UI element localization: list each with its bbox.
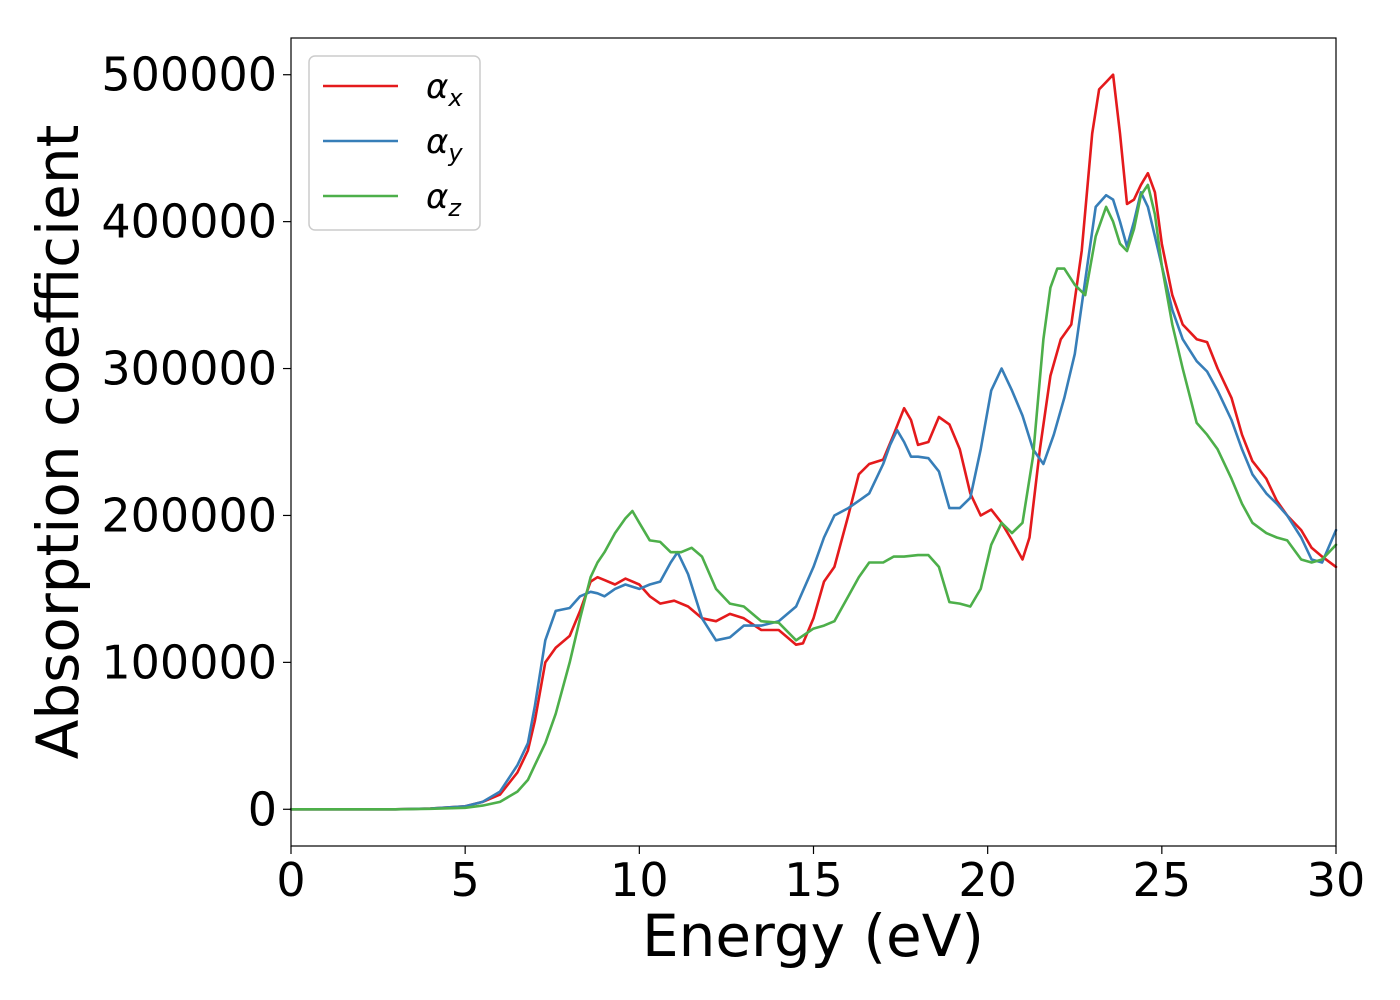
x-tick-label: 30 — [1307, 853, 1366, 907]
y-tick-label: 500000 — [101, 48, 277, 102]
legend-frame — [308, 55, 481, 231]
x-tick-label: 15 — [784, 853, 843, 907]
series-line-y — [289, 191, 1338, 811]
x-axis-ticks: 0 5 10 15 20 25 30 — [276, 846, 1365, 907]
legend-label-x: αx — [426, 67, 463, 112]
series-line-x — [289, 73, 1338, 811]
x-tick-label: 0 — [276, 853, 305, 907]
x-axis-label: Energy (eV) — [642, 902, 984, 970]
y-tick-label: 200000 — [101, 488, 277, 542]
series-line-z — [289, 183, 1338, 811]
y-axis-label: Absorption coefficient — [24, 125, 92, 760]
y-tick-label: 300000 — [101, 342, 277, 396]
legend: αx αy αz — [308, 55, 481, 231]
x-tick-label: 20 — [958, 853, 1017, 907]
y-tick-label: 0 — [248, 782, 277, 836]
legend-label-y: αy — [426, 122, 463, 167]
y-tick-label: 100000 — [101, 635, 277, 689]
y-tick-label: 400000 — [101, 195, 277, 249]
series-lines — [289, 73, 1338, 811]
x-tick-label: 10 — [610, 853, 669, 907]
y-axis-ticks: 0 100000 200000 300000 400000 500000 — [101, 48, 291, 836]
legend-label-z: αz — [426, 177, 462, 222]
x-tick-label: 5 — [451, 853, 480, 907]
x-tick-label: 25 — [1133, 853, 1192, 907]
